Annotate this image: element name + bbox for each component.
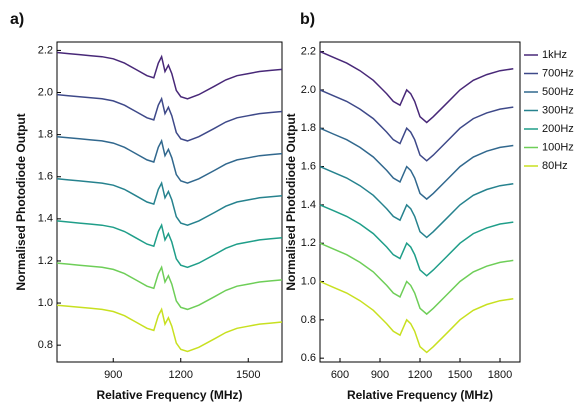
- series-line: [319, 165, 514, 239]
- y-tick-label: 2.2: [38, 44, 53, 56]
- x-tick-label: 900: [371, 369, 389, 381]
- series-line: [319, 127, 514, 201]
- legend-label: 300Hz: [542, 104, 574, 116]
- x-tick-label: 900: [104, 369, 122, 381]
- legend-label: 100Hz: [542, 141, 574, 153]
- y-axis-label: Normalised Photodiode Output: [284, 113, 298, 290]
- series-line: [56, 262, 283, 311]
- series-line: [319, 242, 514, 316]
- plot-frame: [319, 41, 521, 363]
- y-tick-label: 0.6: [301, 352, 316, 364]
- series-line: [319, 89, 514, 162]
- y-tick-label: 1.2: [301, 237, 316, 249]
- plot-frame: [56, 41, 283, 363]
- y-tick-label: 1.8: [301, 122, 316, 134]
- series-line: [56, 51, 283, 100]
- x-axis-label: Relative Frequency (MHz): [347, 388, 493, 402]
- series-line: [319, 50, 514, 124]
- y-tick-label: 1.6: [38, 171, 53, 183]
- y-tick-label: 1.0: [301, 275, 316, 287]
- y-tick-label: 1.4: [301, 199, 316, 211]
- legend-label: 500Hz: [542, 86, 574, 98]
- x-tick-label: 1200: [408, 369, 432, 381]
- legend-label: 1kHz: [542, 49, 567, 61]
- series-line: [56, 135, 283, 184]
- y-tick-label: 1.8: [38, 129, 53, 141]
- x-tick-label: 600: [331, 369, 349, 381]
- y-tick-label: 1.2: [38, 255, 53, 267]
- series-line: [319, 204, 514, 277]
- y-tick-label: 1.4: [38, 213, 53, 225]
- series-line: [56, 220, 283, 269]
- y-tick-label: 2.0: [301, 84, 316, 96]
- panel-label: a): [10, 11, 24, 28]
- x-tick-label: 1800: [488, 369, 512, 381]
- series-line: [319, 280, 514, 354]
- legend-label: 80Hz: [542, 160, 568, 172]
- legend-label: 200Hz: [542, 123, 574, 135]
- series-line: [56, 93, 283, 142]
- series-line: [56, 178, 283, 226]
- x-axis-label: Relative Frequency (MHz): [96, 388, 242, 402]
- y-tick-label: 1.6: [301, 160, 316, 172]
- y-tick-label: 1.0: [38, 297, 53, 309]
- legend-label: 700Hz: [542, 67, 574, 79]
- y-tick-label: 0.8: [38, 339, 53, 351]
- x-tick-label: 1500: [448, 369, 472, 381]
- series-line: [56, 304, 283, 353]
- x-tick-label: 1500: [236, 369, 260, 381]
- y-tick-label: 2.0: [38, 86, 53, 98]
- y-tick-label: 2.2: [301, 45, 316, 57]
- panel-label: b): [300, 11, 315, 28]
- y-tick-label: 0.8: [301, 314, 316, 326]
- x-tick-label: 1200: [169, 369, 193, 381]
- y-axis-label: Normalised Photodiode Output: [14, 113, 28, 290]
